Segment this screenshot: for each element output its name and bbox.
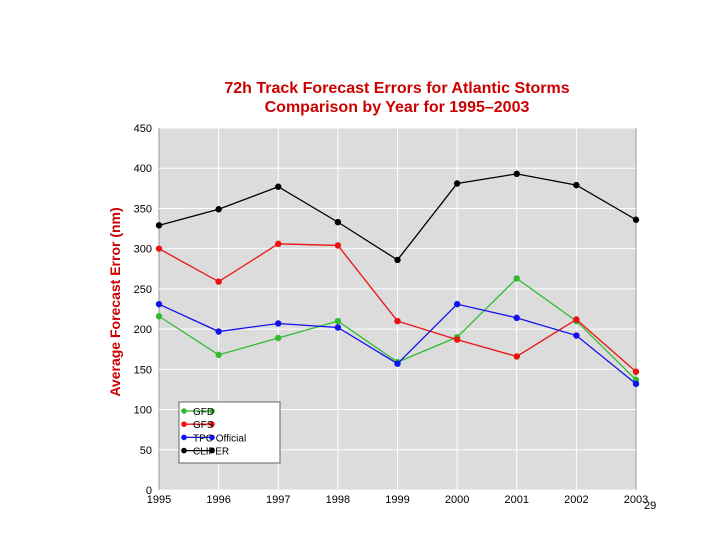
data-point [334, 324, 342, 331]
y-tick-label: 150 [134, 364, 152, 376]
data-point [275, 183, 282, 190]
data-point [453, 336, 461, 343]
y-tick-label: 0 [146, 485, 152, 497]
series-group [155, 240, 640, 375]
x-tick-label: 1997 [266, 494, 290, 506]
y-tick-label: 450 [134, 123, 152, 135]
data-point [453, 180, 461, 187]
y-tick-label: 400 [134, 163, 152, 175]
legend-marker [209, 408, 215, 414]
data-point [275, 240, 282, 248]
x-tick-label: 2002 [564, 494, 588, 506]
legend-marker [209, 421, 215, 428]
series-group [155, 300, 640, 388]
legend-item: GFD [181, 407, 215, 418]
data-point [453, 300, 461, 308]
x-tick-label: 1996 [206, 494, 230, 506]
legend-item: TPC Official [181, 433, 246, 444]
series-group [155, 170, 640, 264]
legend-label: CLIPER [193, 447, 229, 458]
data-point [155, 222, 163, 229]
data-point [573, 316, 580, 323]
legend-box [178, 401, 281, 464]
data-point [513, 275, 520, 282]
y-tick-label: 100 [134, 405, 152, 417]
x-axis-ticks: 1995 1996 1997 1998 1999 2000 2001 2002 2003 [147, 494, 648, 506]
data-point [155, 245, 163, 252]
y-tick-label: 350 [134, 203, 152, 215]
data-point [632, 216, 640, 223]
data-point [215, 351, 222, 359]
data-point [215, 206, 222, 213]
y-tick-label: 200 [134, 324, 152, 336]
data-point [275, 320, 282, 327]
legend-item: GFS [181, 420, 215, 431]
data-point [215, 328, 222, 335]
data-point [155, 313, 163, 320]
data-point [334, 242, 342, 249]
legend: GFD GFS TPC Official CLIPER [178, 401, 281, 464]
data-point [513, 314, 520, 322]
legend-label: GFS [193, 420, 214, 431]
data-point [155, 300, 163, 308]
legend-marker [209, 447, 215, 454]
data-point [573, 181, 580, 189]
y-axis-label: Average Forecast Error (nm) [107, 207, 123, 396]
data-point [394, 256, 401, 264]
x-tick-label: 2001 [505, 494, 529, 506]
x-tick-label: 1995 [147, 494, 171, 506]
legend-label: TPC Official [193, 433, 246, 444]
series [155, 170, 640, 388]
y-tick-label: 300 [134, 244, 152, 256]
data-point [513, 170, 520, 178]
x-tick-label: 1998 [326, 494, 350, 506]
legend-marker [181, 447, 187, 454]
legend-item: CLIPER [181, 447, 229, 458]
data-point [334, 218, 342, 226]
data-point [394, 317, 401, 325]
legend-marker [181, 421, 187, 428]
y-tick-label: 50 [140, 445, 152, 457]
data-point [215, 278, 222, 285]
y-tick-label: 250 [134, 284, 152, 296]
legend-marker [181, 408, 187, 414]
legend-label: GFD [193, 407, 214, 418]
y-axis-ticks: 0 50 100 150 200 250 300 350 400 450 [134, 123, 152, 497]
data-point [334, 317, 342, 325]
chart-subtitle: Comparison by Year for 1995–2003 [264, 99, 530, 116]
data-point [573, 332, 580, 339]
x-tick-label: 1999 [385, 494, 409, 506]
data-point [513, 353, 520, 360]
data-point [394, 360, 401, 367]
data-point [275, 334, 282, 342]
page-number: 29 [644, 500, 657, 512]
x-tick-label: 2000 [445, 494, 469, 506]
data-point [632, 380, 640, 388]
x-tick-label: 2003 [624, 494, 648, 506]
chart-title: 72h Track Forecast Errors for Atlantic S… [224, 80, 570, 97]
data-point [632, 368, 640, 375]
legend-marker [181, 434, 187, 441]
legend-marker [209, 434, 215, 441]
